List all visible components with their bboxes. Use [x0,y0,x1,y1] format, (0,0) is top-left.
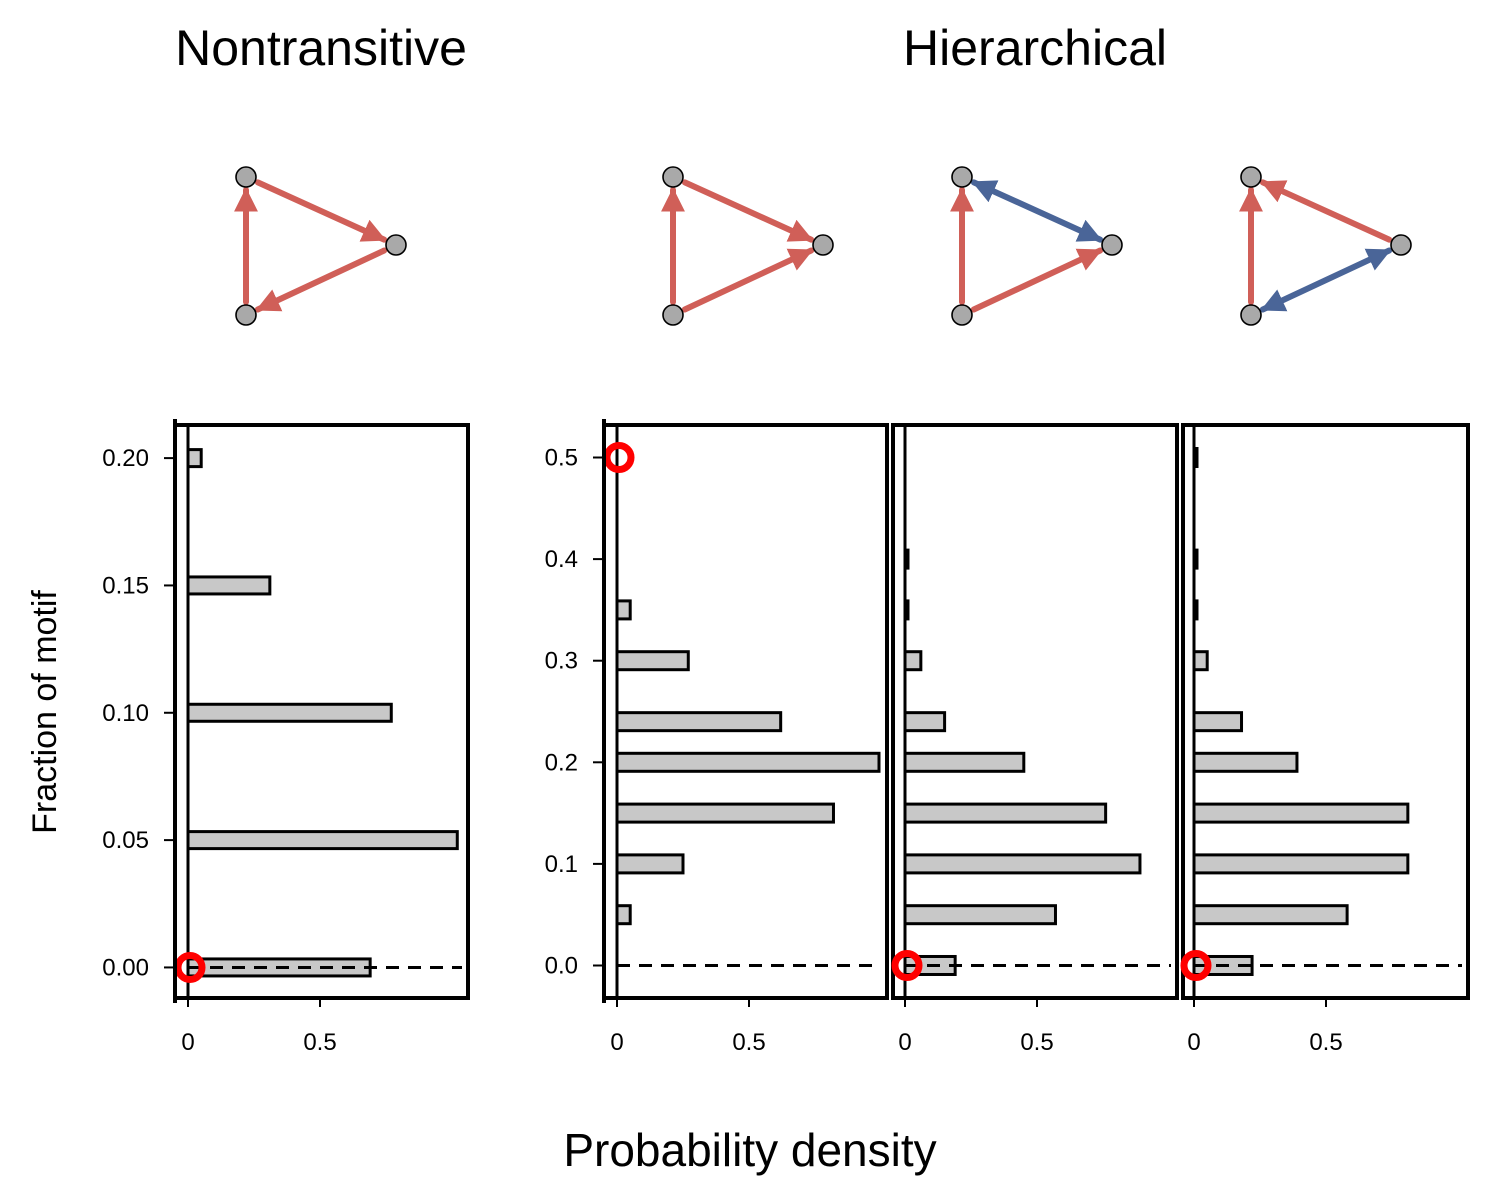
plot-frame [891,423,1179,1000]
motif-edge [681,247,815,313]
histogram-panel-3: 0 0.5 [891,423,1179,1056]
bar [615,711,783,733]
bar [186,702,393,723]
motif-node [951,304,973,326]
motif-2 [661,166,834,326]
bar [186,448,203,469]
motif-diagrams [234,166,1412,326]
motif-node [662,166,684,188]
histogram-panel-1: 0 0.5 0.00 0.05 0.10 0.15 0.20 [102,419,470,1056]
x-tick-label: 0 [1187,1029,1200,1056]
x-axis-label: Probability density [563,1124,936,1176]
motif-node [235,304,257,326]
motif-4 [1239,166,1412,326]
observed-marker [603,442,635,474]
bar [1192,650,1209,672]
motif-1 [234,166,407,326]
y-tick-label: 0.1 [545,851,578,878]
bar [1192,802,1410,824]
bar [615,751,881,773]
bar [615,853,685,875]
y-tick-label: 0.20 [102,445,149,472]
y-tick-label: 0.2 [545,749,578,776]
y-tick-label: 0.0 [545,952,578,979]
bar [1192,711,1244,733]
observed-marker [891,949,923,981]
bar [1192,548,1199,570]
motif-edge [254,179,388,243]
x-tick-label: 0.5 [303,1029,336,1056]
y-tick-label: 0.3 [545,648,578,675]
bar [903,751,1026,773]
observed-marker [174,951,206,983]
bar [1192,904,1349,926]
motif-3 [950,166,1123,326]
x-tick-label: 0 [181,1029,194,1056]
y-tick-label: 0.00 [102,954,149,981]
bar [186,830,459,851]
histogram-panel-4: 0 0.5 [1180,423,1470,1056]
bar [186,575,272,596]
y-tick-label: 0.05 [102,827,149,854]
motif-node [662,304,684,326]
motif-edge [1259,247,1393,313]
bar [1192,853,1410,875]
bar [903,599,910,621]
title-nontransitive: Nontransitive [175,20,467,76]
y-tick-label: 0.15 [102,572,149,599]
motif-node [1240,304,1262,326]
motif-node [1240,166,1262,188]
y-tick-label: 0.5 [545,445,578,472]
histogram-panels: 0 0.50.000.050.100.150.200 0.50.00.10.20.3… [102,419,1470,1056]
y-tick-label: 0.10 [102,700,149,727]
bar [903,711,947,733]
x-tick-label: 0 [898,1029,911,1056]
motif-node [812,234,834,256]
motif-node [385,234,407,256]
bar [903,904,1057,926]
motif-node [1101,234,1123,256]
bar [615,650,690,672]
y-tick-label: 0.4 [545,546,578,573]
bar [903,853,1142,875]
y-axis-label: Fraction of motif [26,590,64,834]
x-tick-label: 0 [610,1029,623,1056]
bar [903,650,923,672]
bar [903,548,910,570]
motif-node [951,166,973,188]
bar [903,802,1108,824]
bar [615,904,632,926]
bar [615,802,835,824]
motif-node [235,166,257,188]
motif-edge [970,179,1104,243]
histogram-panel-2: 0 0.5 0.0 0.1 0.2 0.3 0.4 0.5 [545,419,889,1056]
motif-edge [970,247,1104,313]
bar [1192,751,1299,773]
title-hierarchical: Hierarchical [903,20,1167,76]
motif-node [1390,234,1412,256]
motif-edge [681,179,815,243]
x-tick-label: 0.5 [1309,1029,1342,1056]
x-tick-label: 0.5 [732,1029,765,1056]
bar [1192,599,1199,621]
bar [1192,447,1199,469]
motif-edge [1259,179,1393,243]
bar [615,599,632,621]
x-tick-label: 0.5 [1020,1029,1053,1056]
observed-marker [1180,949,1212,981]
motif-edge [254,247,388,313]
